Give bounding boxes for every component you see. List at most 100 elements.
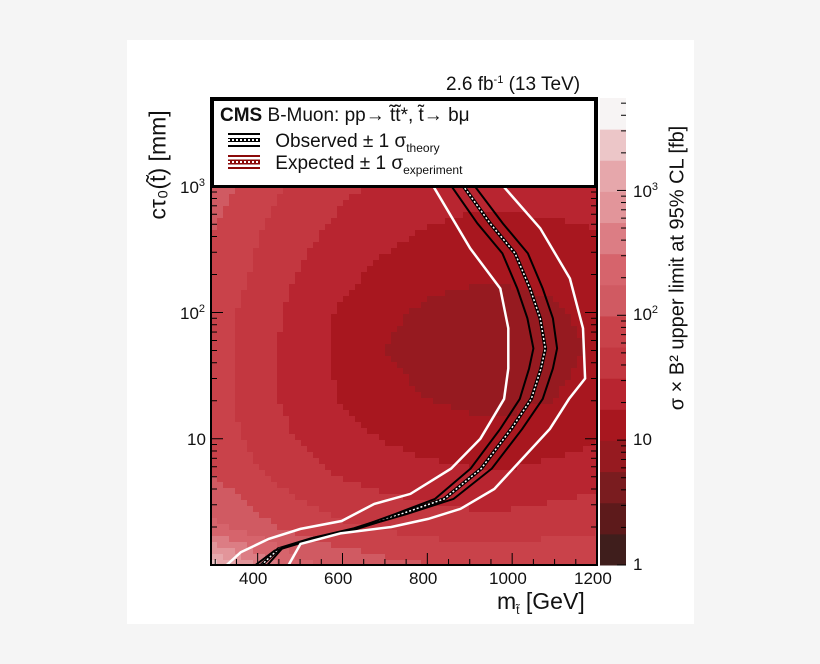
- heatmap-cell: [511, 260, 518, 267]
- heatmap-cell: [349, 440, 356, 447]
- heatmap-cell: [349, 404, 356, 411]
- heatmap-cell: [427, 260, 434, 267]
- heatmap-cell: [409, 416, 416, 423]
- heatmap-cell: [463, 440, 470, 447]
- heatmap-cell: [289, 320, 296, 327]
- heatmap-cell: [481, 344, 488, 351]
- heatmap-cell: [253, 218, 260, 225]
- heatmap-cell: [439, 284, 446, 291]
- heatmap-cell: [403, 524, 410, 531]
- heatmap-cell: [463, 524, 470, 531]
- heatmap-cell: [385, 194, 392, 201]
- heatmap-cell: [313, 320, 320, 327]
- heatmap-cell: [259, 404, 266, 411]
- heatmap-cell: [541, 530, 548, 537]
- heatmap-cell: [265, 440, 272, 447]
- heatmap-cell: [247, 512, 254, 519]
- heatmap-cell: [553, 218, 560, 225]
- heatmap-cell: [445, 434, 452, 441]
- heatmap-cell: [235, 500, 242, 507]
- heatmap-cell: [325, 218, 332, 225]
- heatmap-cell: [517, 314, 524, 321]
- heatmap-cell: [577, 488, 584, 495]
- heatmap-cell: [211, 440, 218, 447]
- heatmap-cell: [487, 398, 494, 405]
- heatmap-cell: [259, 188, 266, 195]
- heatmap-cell: [475, 530, 482, 537]
- heatmap-cell: [229, 410, 236, 417]
- heatmap-cell: [259, 416, 266, 423]
- heatmap-cell: [397, 326, 404, 333]
- heatmap-cell: [415, 248, 422, 255]
- heatmap-cell: [559, 224, 566, 231]
- heatmap-cell: [577, 296, 584, 303]
- heatmap-cell: [559, 206, 566, 213]
- heatmap-cell: [223, 458, 230, 465]
- heatmap-cell: [541, 398, 548, 405]
- heatmap-cell: [589, 350, 596, 357]
- heatmap-cell: [445, 386, 452, 393]
- heatmap-cell: [211, 398, 218, 405]
- heatmap-cell: [469, 374, 476, 381]
- heatmap-cell: [565, 356, 572, 363]
- heatmap-cell: [241, 194, 248, 201]
- heatmap-cell: [355, 320, 362, 327]
- heatmap-cell: [301, 356, 308, 363]
- heatmap-cell: [337, 410, 344, 417]
- heatmap-cell: [517, 248, 524, 255]
- heatmap-cell: [211, 338, 218, 345]
- heatmap-cell: [589, 362, 596, 369]
- heatmap-cell: [451, 410, 458, 417]
- heatmap-cell: [295, 518, 302, 525]
- heatmap-cell: [307, 458, 314, 465]
- heatmap-cell: [361, 260, 368, 267]
- heatmap-cell: [583, 302, 590, 309]
- heatmap-cell: [589, 218, 596, 225]
- heatmap-cell: [223, 206, 230, 213]
- heatmap-cell: [397, 368, 404, 375]
- heatmap-cell: [583, 476, 590, 483]
- heatmap-cell: [229, 380, 236, 387]
- heatmap-cell: [241, 452, 248, 459]
- heatmap-cell: [553, 302, 560, 309]
- heatmap-cell: [355, 338, 362, 345]
- heatmap-cell: [271, 494, 278, 501]
- heatmap-cell: [241, 530, 248, 537]
- heatmap-cell: [409, 362, 416, 369]
- heatmap-cell: [559, 272, 566, 279]
- heatmap-cell: [475, 320, 482, 327]
- heatmap-cell: [415, 260, 422, 267]
- heatmap-cell: [325, 542, 332, 549]
- heatmap-cell: [373, 440, 380, 447]
- heatmap-cell: [577, 440, 584, 447]
- heatmap-cell: [349, 368, 356, 375]
- heatmap-cell: [577, 308, 584, 315]
- heatmap-cell: [559, 332, 566, 339]
- heatmap-cell: [265, 326, 272, 333]
- heatmap-cell: [229, 266, 236, 273]
- heatmap-cell: [559, 488, 566, 495]
- heatmap-cell: [409, 338, 416, 345]
- heatmap-cell: [535, 362, 542, 369]
- heatmap-cell: [319, 308, 326, 315]
- heatmap-cell: [421, 428, 428, 435]
- heatmap-cell: [397, 530, 404, 537]
- heatmap-cell: [235, 512, 242, 519]
- heatmap-cell: [439, 224, 446, 231]
- heatmap-cell: [241, 224, 248, 231]
- heatmap-cell: [289, 512, 296, 519]
- heatmap-cell: [259, 452, 266, 459]
- heatmap-cell: [415, 290, 422, 297]
- heatmap-cell: [211, 362, 218, 369]
- heatmap-cell: [211, 374, 218, 381]
- heatmap-cell: [211, 212, 218, 219]
- heatmap-cell: [289, 422, 296, 429]
- heatmap-cell: [307, 452, 314, 459]
- heatmap-cell: [403, 320, 410, 327]
- heatmap-cell: [511, 188, 518, 195]
- heatmap-cell: [523, 266, 530, 273]
- heatmap-cell: [415, 254, 422, 261]
- heatmap-cell: [451, 362, 458, 369]
- heatmap-cell: [535, 194, 542, 201]
- heatmap-cell: [313, 278, 320, 285]
